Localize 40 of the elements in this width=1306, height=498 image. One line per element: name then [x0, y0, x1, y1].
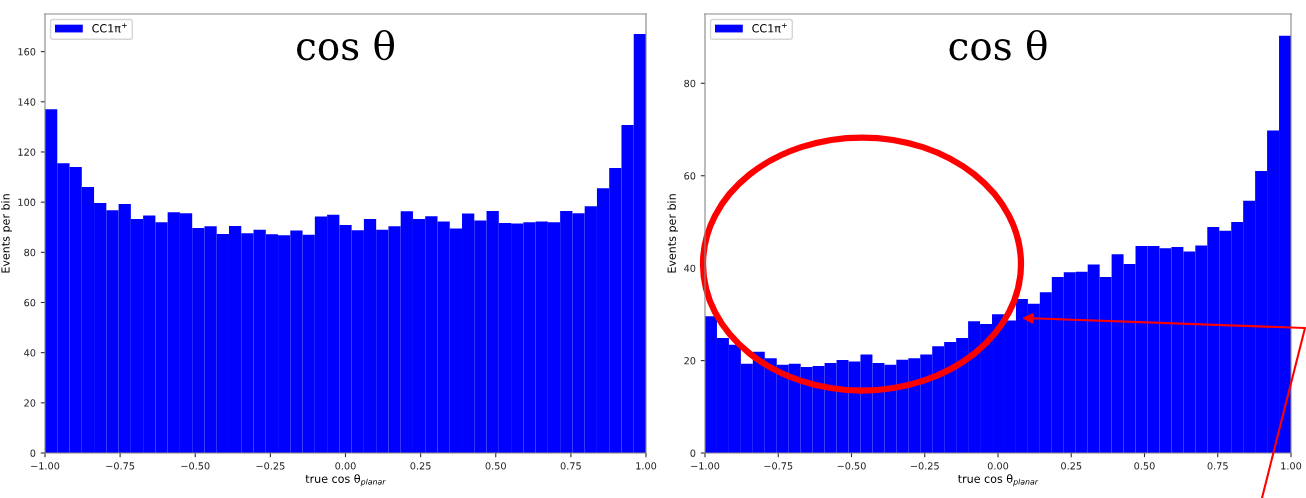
x-tick-label: 0.25	[1061, 462, 1082, 470]
y-tick-label: 40	[24, 349, 36, 357]
x-tick-label: 1.00	[1281, 462, 1302, 470]
y-tick-label: 80	[24, 248, 36, 257]
x-tick-label: −0.75	[764, 462, 793, 470]
chart-title: cos θ	[949, 29, 1047, 61]
x-tick-label: −1.00	[691, 462, 720, 470]
x-tick-label: −1.00	[31, 462, 60, 470]
x-tick-label: 0.25	[410, 462, 431, 470]
x-tick-label: 0.50	[1134, 462, 1155, 470]
y-tick-label: 80	[684, 79, 696, 88]
x-tick-label: −0.50	[837, 462, 866, 470]
x-tick-label: 0.50	[485, 462, 506, 470]
y-tick-label: 0	[690, 449, 696, 457]
y-tick-label: 140	[18, 98, 36, 106]
x-tick-label: −0.25	[910, 462, 939, 470]
y-tick-label: 160	[18, 48, 36, 56]
y-tick-label: 60	[24, 298, 36, 307]
y-tick-label: 40	[684, 264, 696, 272]
y-tick-label: 120	[18, 148, 36, 156]
y-axis-title: Events per bin	[1, 194, 12, 273]
x-axis-title: true cos θ$_{planar}$	[958, 474, 1039, 487]
x-tick-label: 1.00	[636, 462, 657, 470]
x-tick-label: −0.25	[256, 462, 285, 470]
y-tick-label: 100	[18, 198, 36, 206]
x-tick-label: −0.50	[181, 462, 210, 470]
y-axis-title: Events per bin	[667, 194, 679, 273]
x-tick-label: 0.00	[335, 462, 356, 470]
y-tick-label: 0	[30, 449, 36, 457]
y-tick-label: 60	[684, 172, 696, 180]
legend-label: CC1π$^{+}$	[752, 23, 787, 33]
x-tick-label: 0.75	[1207, 462, 1228, 470]
x-tick-label: −0.75	[106, 462, 135, 470]
chart-title: cos θ	[296, 29, 394, 61]
y-tick-label: 20	[684, 357, 696, 365]
y-tick-label: 20	[24, 399, 36, 407]
legend-label: CC1π$^{+}$	[92, 23, 127, 33]
x-axis-title: true cos θ$_{planar}$	[305, 474, 386, 487]
x-tick-label: 0.75	[560, 462, 581, 470]
x-tick-label: 0.00	[987, 462, 1009, 470]
